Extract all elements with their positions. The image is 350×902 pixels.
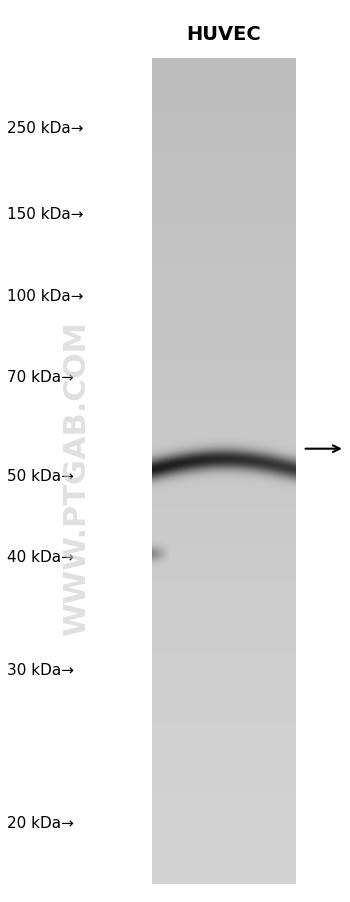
Text: 150 kDa→: 150 kDa→	[7, 207, 84, 222]
Text: WWW.PTGAB.COM: WWW.PTGAB.COM	[63, 321, 91, 635]
Text: 30 kDa→: 30 kDa→	[7, 662, 74, 676]
Text: HUVEC: HUVEC	[187, 24, 261, 44]
Text: 20 kDa→: 20 kDa→	[7, 815, 74, 830]
Text: 100 kDa→: 100 kDa→	[7, 289, 84, 303]
Text: 40 kDa→: 40 kDa→	[7, 549, 74, 564]
Text: 70 kDa→: 70 kDa→	[7, 370, 74, 384]
Text: 50 kDa→: 50 kDa→	[7, 469, 74, 483]
Text: 250 kDa→: 250 kDa→	[7, 121, 84, 135]
